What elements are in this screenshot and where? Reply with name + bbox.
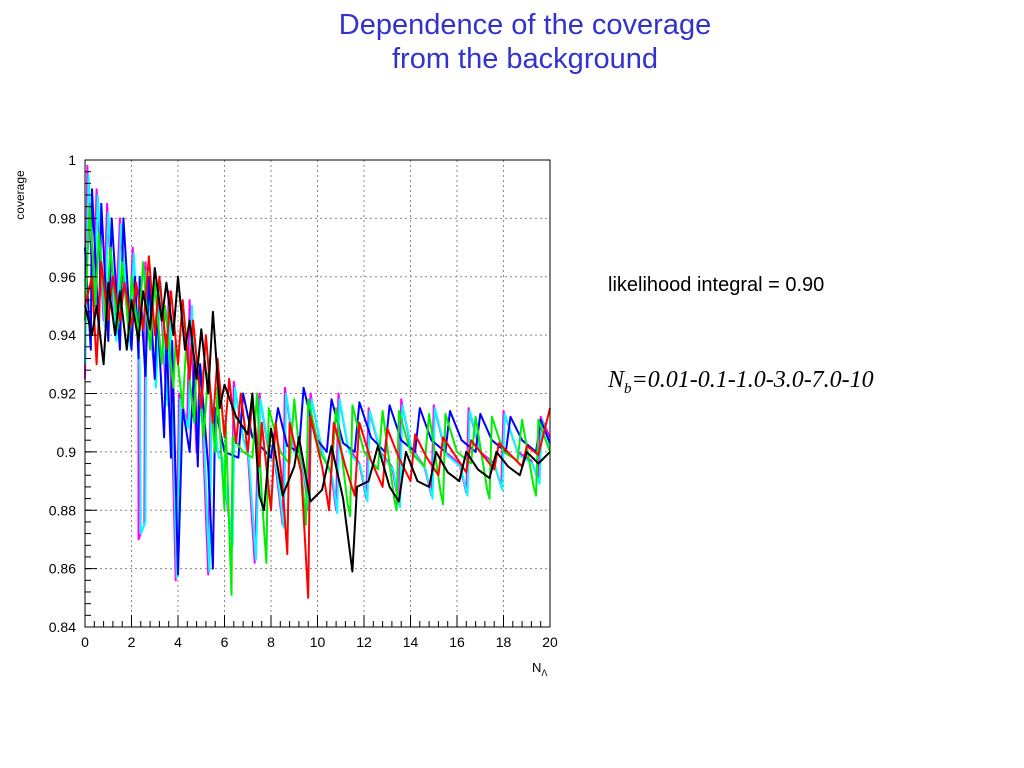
series-line-6 [84,267,551,573]
nb-symbol: N [608,367,625,393]
y-tick-label: 0.86 [49,561,76,577]
y-axis-label: coverage [13,170,27,220]
y-tick-label: 0.96 [49,269,76,285]
x-tick-label: 16 [449,634,465,650]
slide-title-line-1: Dependence of the coverage [338,9,712,41]
nb-formula: Nb=0.01-0.1-1.0-3.0-7.0-10 [608,367,874,398]
x-tick-label: 20 [542,634,558,650]
x-tick-label: 0 [81,634,89,650]
x-tick-label: 2 [128,634,136,650]
x-axis-label: NΛ [532,660,547,678]
chart-ticks: 0 2 4 6 8 10 12 14 16 18 20 0.84 0.86 0.88 0.9 0.92 0.94… [49,152,558,650]
y-tick-label: 0.92 [49,386,76,402]
x-tick-label: 18 [496,634,512,650]
chart-series-group [84,164,551,599]
x-tick-label: 4 [174,634,182,650]
series-line-5 [84,255,551,599]
y-tick-label: 0.84 [49,619,76,635]
nb-values: =0.01-0.1-1.0-3.0-7.0-10 [631,367,874,393]
nb-subscript: b [624,380,632,397]
x-axis-label-main: N [532,660,541,675]
y-tick-label: 0.88 [49,502,76,518]
y-tick-label: 0.98 [49,210,76,226]
series-line-4 [84,202,551,596]
x-tick-label: 14 [403,634,419,650]
x-tick-label: 8 [267,634,275,650]
chart-grid [85,160,550,627]
x-tick-label: 6 [221,634,229,650]
x-tick-label: 12 [356,634,372,650]
slide-title-line-2: from the background [392,43,658,75]
y-tick-label: 1 [68,152,76,168]
series-line-2 [84,173,551,579]
coverage-chart: 0 2 4 6 8 10 12 14 16 18 20 0.84 0.86 0.88 0.9 0.92 0.94… [13,152,558,678]
x-axis-label-sub: Λ [541,668,547,678]
y-tick-label: 0.94 [49,327,76,343]
x-tick-label: 10 [310,634,326,650]
slide-title: Dependence of the coverage from the back… [0,8,1024,76]
y-tick-label: 0.9 [57,444,77,460]
likelihood-note: likelihood integral = 0.90 [608,274,825,296]
